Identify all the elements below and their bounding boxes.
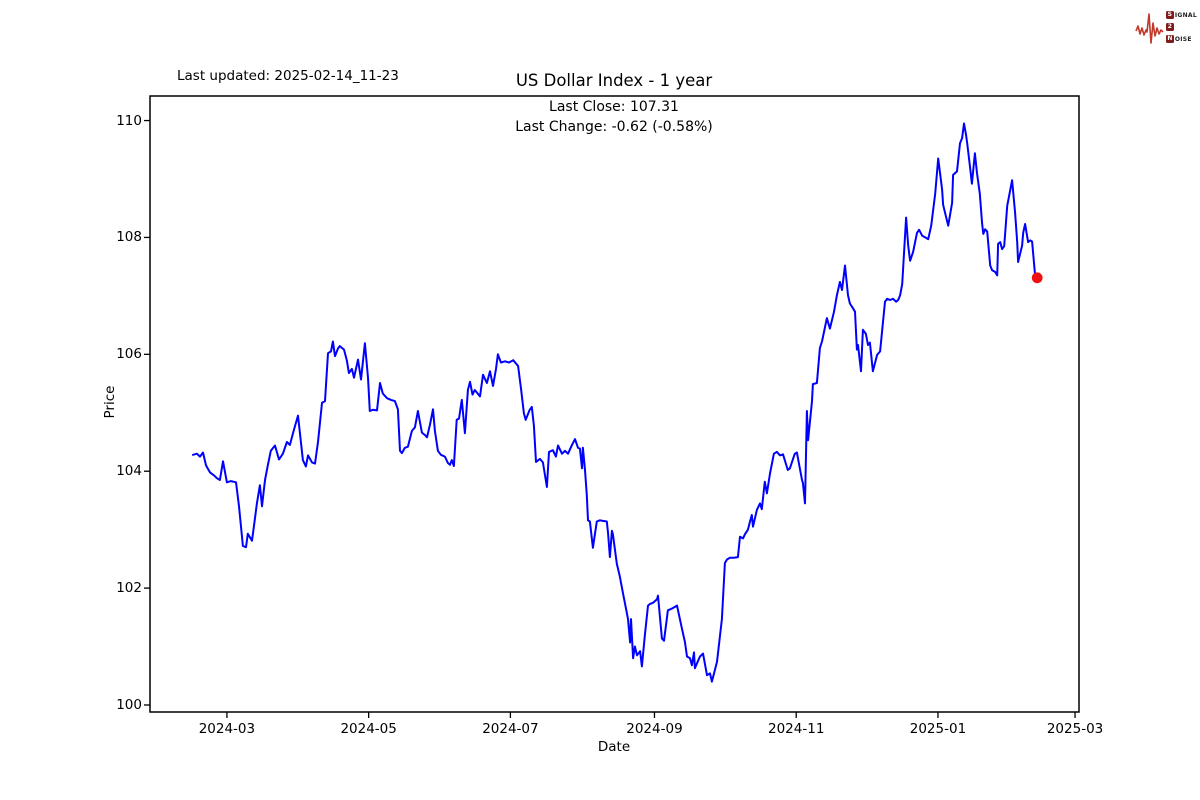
x-tick-label: 2024-05: [340, 721, 397, 737]
logo-letterbox-2: 2: [1165, 23, 1174, 31]
y-tick-label: 108: [116, 229, 142, 246]
y-tick-label: 110: [116, 112, 142, 129]
ecg-waveform-icon: [1135, 13, 1164, 44]
y-tick-label: 102: [116, 580, 142, 597]
chart-title: US Dollar Index - 1 year: [515, 71, 713, 90]
logo-row-2: 2: [1165, 23, 1197, 31]
signal2noise-logo: S IGNAL 2 N OISE: [1135, 7, 1197, 47]
last-change-text: Last Change: -0.62 (-0.58%): [515, 118, 713, 135]
logo-row-signal: S IGNAL: [1165, 11, 1197, 19]
x-tick-label: 2025-03: [1046, 721, 1104, 737]
x-tick-label: 2024-11: [768, 721, 825, 737]
logo-letterbox-n: N: [1165, 35, 1174, 43]
x-tick-label: 2024-03: [198, 721, 256, 737]
price-line-series: [192, 122, 1039, 683]
last-close-text: Last Close: 107.31: [549, 99, 679, 115]
axis-ticks: [144, 119, 1076, 718]
chart-annotation: Last Close: 107.31 Last Change: -0.62 (-…: [515, 98, 713, 137]
last-close-marker: [1031, 272, 1043, 284]
x-tick-label: 2025-01: [909, 721, 967, 737]
logo-text: S IGNAL 2 N OISE: [1165, 9, 1197, 45]
logo-rest-signal: IGNAL: [1174, 11, 1197, 19]
logo-letterbox-s: S: [1165, 11, 1174, 19]
logo-rest-noise: OISE: [1174, 35, 1192, 43]
axes-box: [149, 95, 1080, 713]
last-updated-text: Last updated: 2025-02-14_11-23: [177, 68, 399, 84]
x-axis-label: Date: [597, 739, 631, 755]
x-tick-label: 2024-07: [482, 721, 539, 737]
logo-row-noise: N OISE: [1165, 35, 1197, 43]
y-tick-label: 104: [116, 463, 142, 480]
x-tick-label: 2024-09: [626, 721, 683, 737]
y-tick-label: 100: [116, 696, 142, 713]
y-axis-label: Price: [102, 385, 118, 419]
y-tick-label: 106: [116, 346, 142, 363]
